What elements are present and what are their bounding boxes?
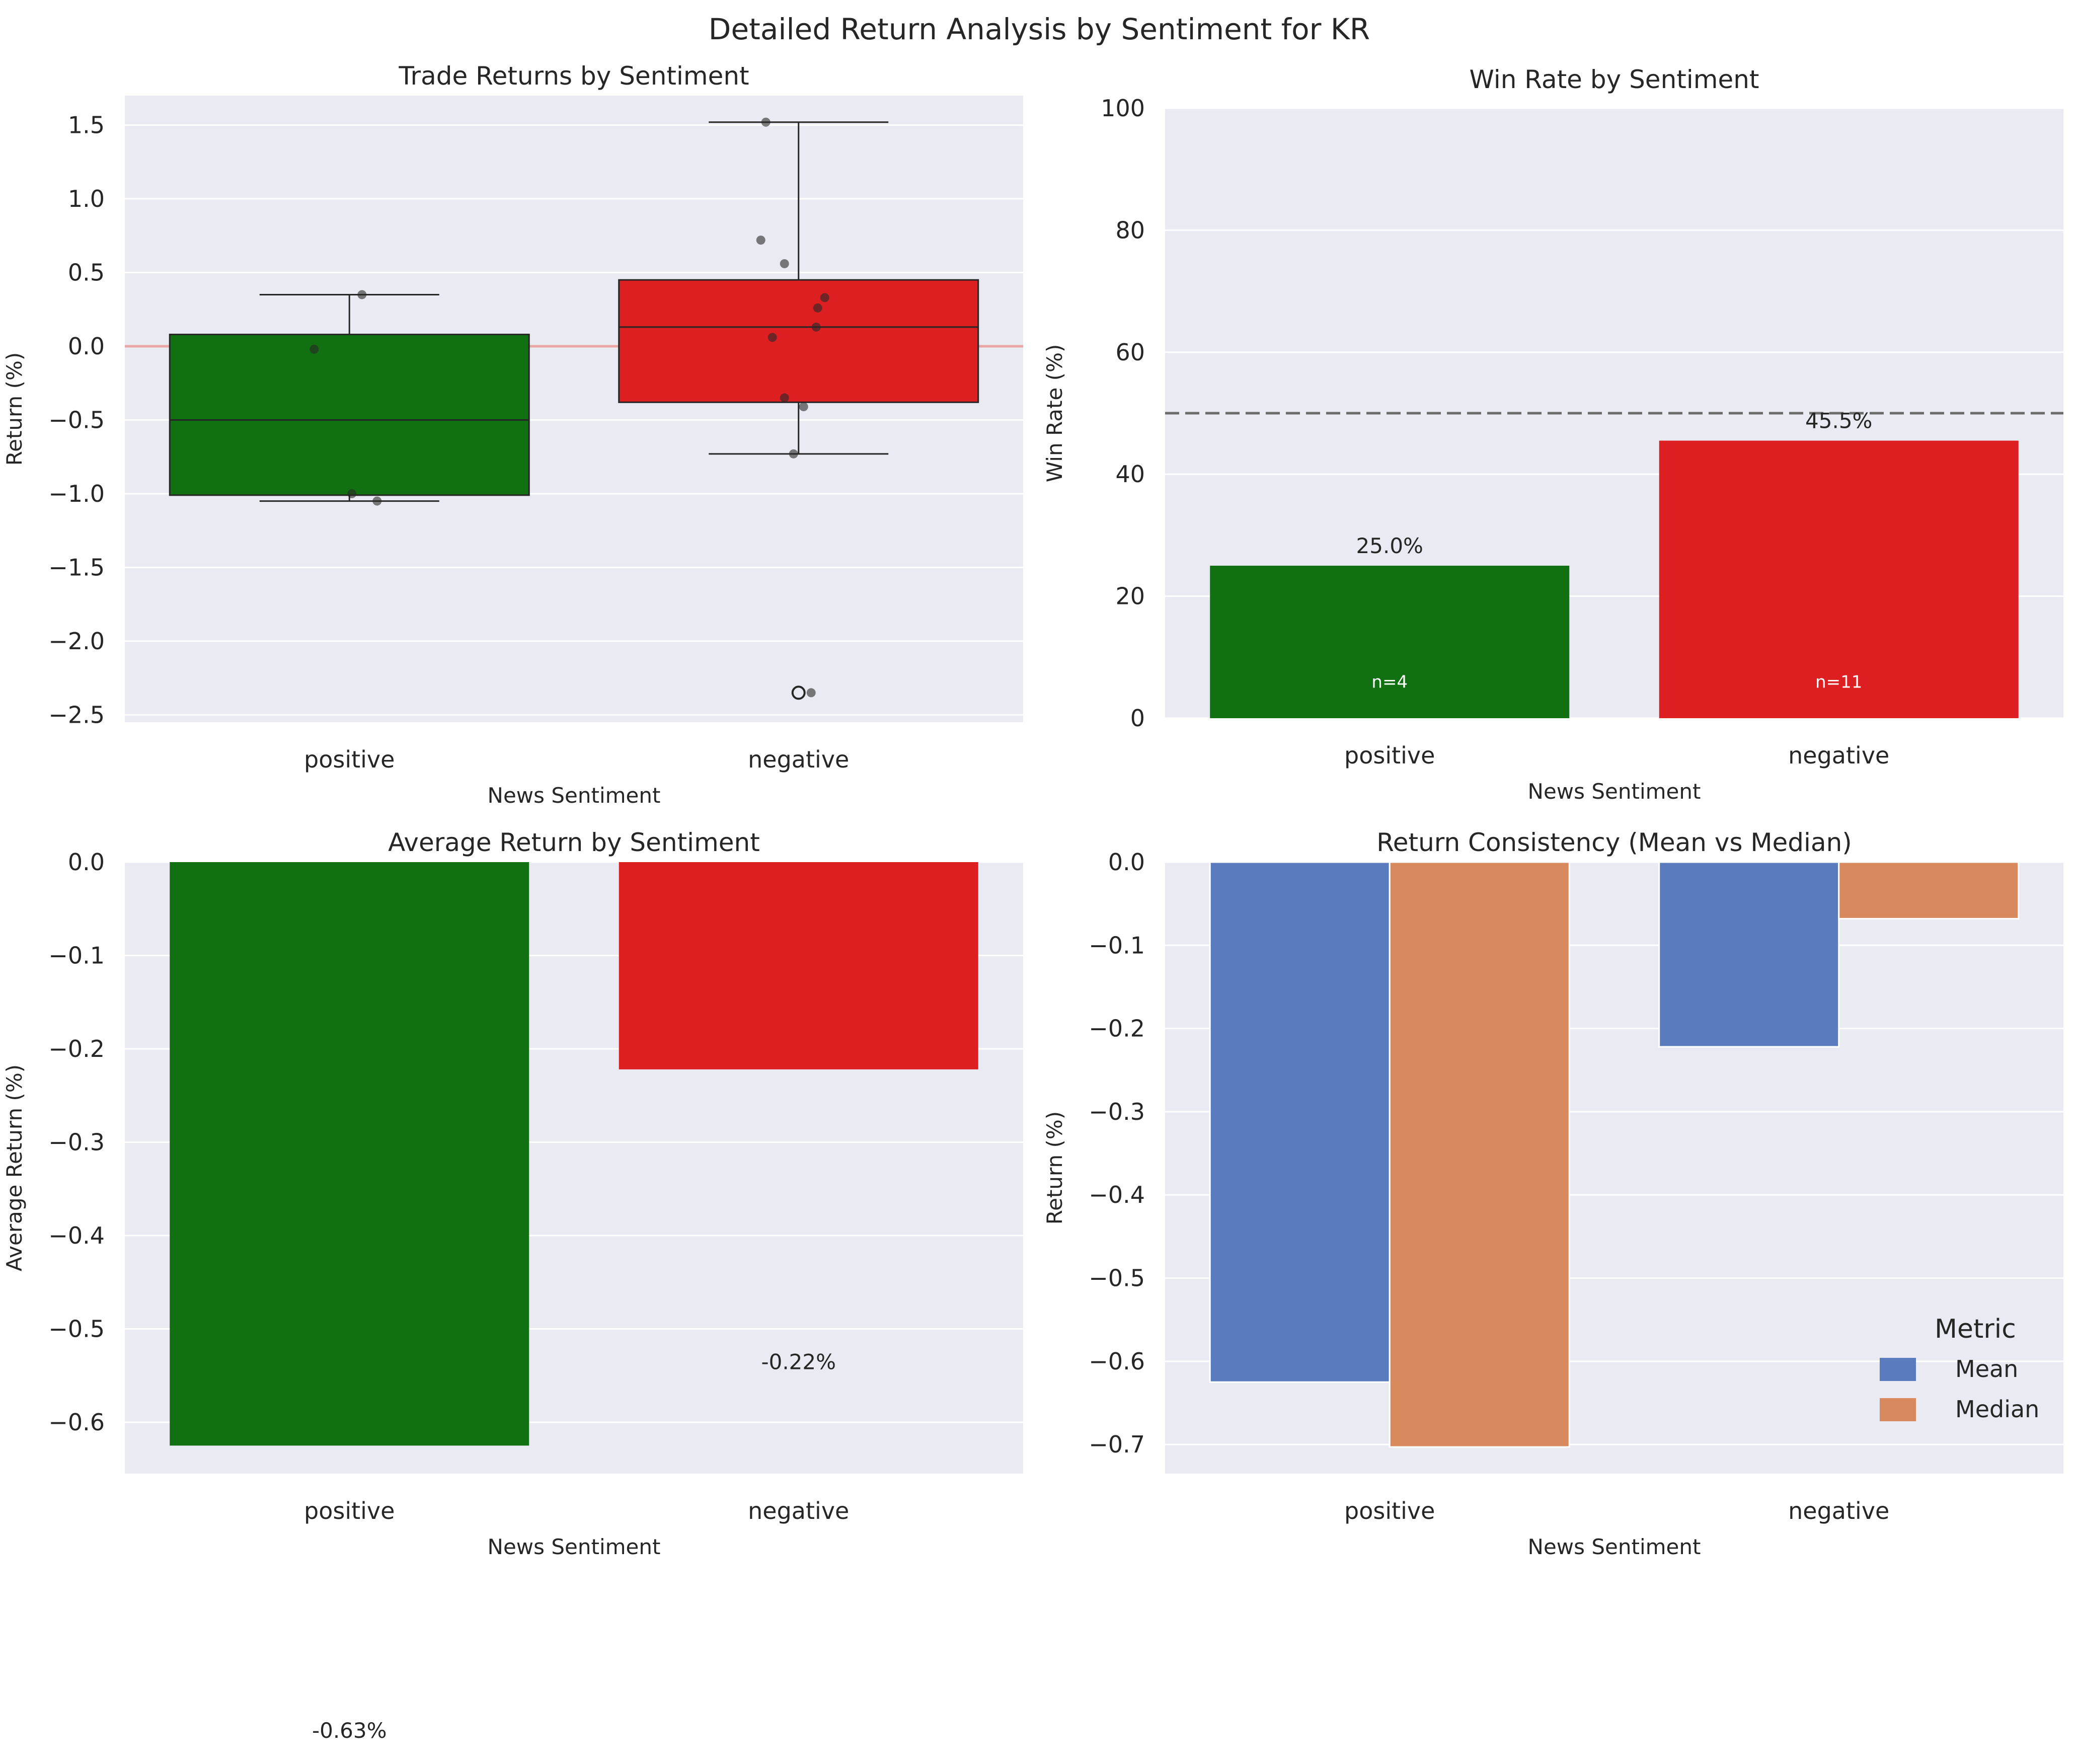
panel-title-box: Trade Returns by Sentiment — [398, 61, 749, 91]
y-tick-label-box: 0.0 — [68, 333, 105, 360]
data-point — [756, 236, 765, 245]
y-tick-label-consistency: −0.7 — [1089, 1431, 1145, 1458]
panel-title-consistency: Return Consistency (Mean vs Median) — [1376, 828, 1852, 857]
y-tick-label-avgret: −0.1 — [48, 942, 105, 969]
figure-title: Detailed Return Analysis by Sentiment fo… — [709, 12, 1370, 46]
y-tick-label-winrate: 80 — [1115, 216, 1145, 244]
y-tick-label-avgret: −0.6 — [48, 1409, 105, 1436]
data-point — [761, 117, 771, 127]
x-axis-label-avgret: News Sentiment — [488, 1535, 661, 1559]
legend-label-mean: Mean — [1955, 1355, 2018, 1383]
value-label-positive: 25.0% — [1356, 533, 1423, 558]
y-tick-label-box: −0.5 — [48, 406, 105, 433]
value-label-positive: -0.63% — [312, 1718, 387, 1743]
y-tick-label-consistency: −0.4 — [1089, 1181, 1145, 1208]
y-tick-label-winrate: 100 — [1101, 95, 1145, 122]
y-tick-label-box: −1.5 — [48, 554, 105, 581]
x-axis-label-consistency: News Sentiment — [1528, 1535, 1701, 1559]
panel-avgret: 0.0 −0.1 −0.2 −0.3 −0.4 −0.5 −0.6 positive negat… — [2, 828, 1023, 1743]
data-point — [811, 322, 821, 332]
y-tick-label-winrate: 40 — [1115, 461, 1145, 488]
x-tick-label-consistency: positive — [1344, 1497, 1435, 1524]
y-tick-label-winrate: 20 — [1115, 583, 1145, 610]
data-point — [780, 393, 789, 403]
bar-negative-median — [1838, 861, 2020, 919]
y-tick-label-consistency: −0.1 — [1089, 932, 1145, 959]
y-tick-label-consistency: 0.0 — [1108, 849, 1145, 876]
data-point — [789, 449, 798, 458]
outlier-point — [791, 685, 806, 700]
value-label-negative: -0.22% — [761, 1349, 836, 1374]
bar-positive-mean — [1209, 861, 1391, 1383]
x-axis-label-box: News Sentiment — [488, 783, 661, 808]
y-axis-label-box: Return (%) — [2, 352, 27, 466]
x-tick-label-box: negative — [748, 746, 849, 773]
x-tick-label-avgret: negative — [748, 1497, 849, 1524]
data-point — [767, 333, 777, 342]
y-tick-label-consistency: −0.6 — [1089, 1348, 1145, 1375]
y-tick-label-avgret: 0.0 — [68, 849, 105, 876]
box-negative — [618, 279, 979, 403]
data-point — [806, 688, 816, 698]
y-tick-label-consistency: −0.5 — [1089, 1265, 1145, 1292]
data-point — [357, 290, 367, 299]
y-tick-label-consistency: −0.3 — [1089, 1098, 1145, 1125]
box-positive — [169, 334, 530, 496]
y-axis-label-winrate: Win Rate (%) — [1042, 344, 1067, 483]
legend-label-median: Median — [1955, 1396, 2039, 1423]
data-point — [310, 344, 319, 354]
data-point — [799, 402, 808, 412]
legend-title: Metric — [1935, 1314, 2016, 1344]
count-label-negative: n=11 — [1815, 672, 1862, 692]
data-point — [780, 259, 789, 268]
data-point — [820, 293, 829, 302]
value-label-negative: 45.5% — [1805, 409, 1872, 433]
y-tick-label-avgret: −0.2 — [48, 1035, 105, 1062]
y-tick-label-winrate: 60 — [1115, 339, 1145, 366]
bar-negative — [1659, 440, 2019, 718]
y-tick-label-box: −2.0 — [48, 628, 105, 655]
y-tick-label-box: 0.5 — [68, 259, 105, 286]
y-tick-label-box: 1.5 — [68, 112, 105, 139]
y-tick-label-avgret: −0.3 — [48, 1128, 105, 1156]
y-axis-label-avgret: Average Return (%) — [2, 1064, 27, 1271]
data-point — [347, 489, 357, 498]
data-point — [372, 496, 382, 506]
panel-title-winrate: Win Rate by Sentiment — [1469, 65, 1759, 94]
x-tick-label-box: positive — [304, 746, 395, 773]
bar-negative — [619, 862, 978, 1069]
bar-positive-median — [1389, 861, 1570, 1448]
count-label-positive: n=4 — [1371, 672, 1408, 692]
bar-positive — [1210, 566, 1570, 718]
legend-swatch-median — [1880, 1398, 1916, 1421]
x-tick-label-avgret: positive — [304, 1497, 395, 1524]
panel-box: 1.5 1.0 0.5 0.0 −0.5 −1.0 −1.5 −2.0 −2.5 positive… — [2, 61, 1023, 808]
x-tick-label-winrate: negative — [1788, 742, 1889, 769]
bar-positive — [170, 862, 529, 1446]
legend-swatch-mean — [1880, 1358, 1916, 1381]
panel-title-avgret: Average Return by Sentiment — [388, 828, 760, 857]
y-tick-label-avgret: −0.5 — [48, 1315, 105, 1342]
y-tick-label-box: 1.0 — [68, 185, 105, 212]
y-tick-label-box: −1.0 — [48, 480, 105, 507]
y-tick-label-winrate: 0 — [1130, 705, 1145, 732]
y-tick-label-consistency: −0.2 — [1089, 1015, 1145, 1042]
panel-winrate: 0 20 40 60 80 100 positive negative Win Rate by … — [1042, 65, 2063, 804]
y-tick-label-avgret: −0.4 — [48, 1222, 105, 1249]
data-point — [813, 303, 822, 313]
x-axis-label-winrate: News Sentiment — [1528, 779, 1701, 804]
x-tick-label-consistency: negative — [1788, 1497, 1889, 1524]
panel-consistency: 0.0 −0.1 −0.2 −0.3 −0.4 −0.5 −0.6 −0.7 positive n… — [1042, 828, 2063, 1559]
x-tick-label-winrate: positive — [1344, 742, 1435, 769]
y-axis-label-consistency: Return (%) — [1042, 1111, 1067, 1224]
y-tick-label-box: −2.5 — [48, 701, 105, 728]
bar-negative-mean — [1658, 861, 1840, 1048]
